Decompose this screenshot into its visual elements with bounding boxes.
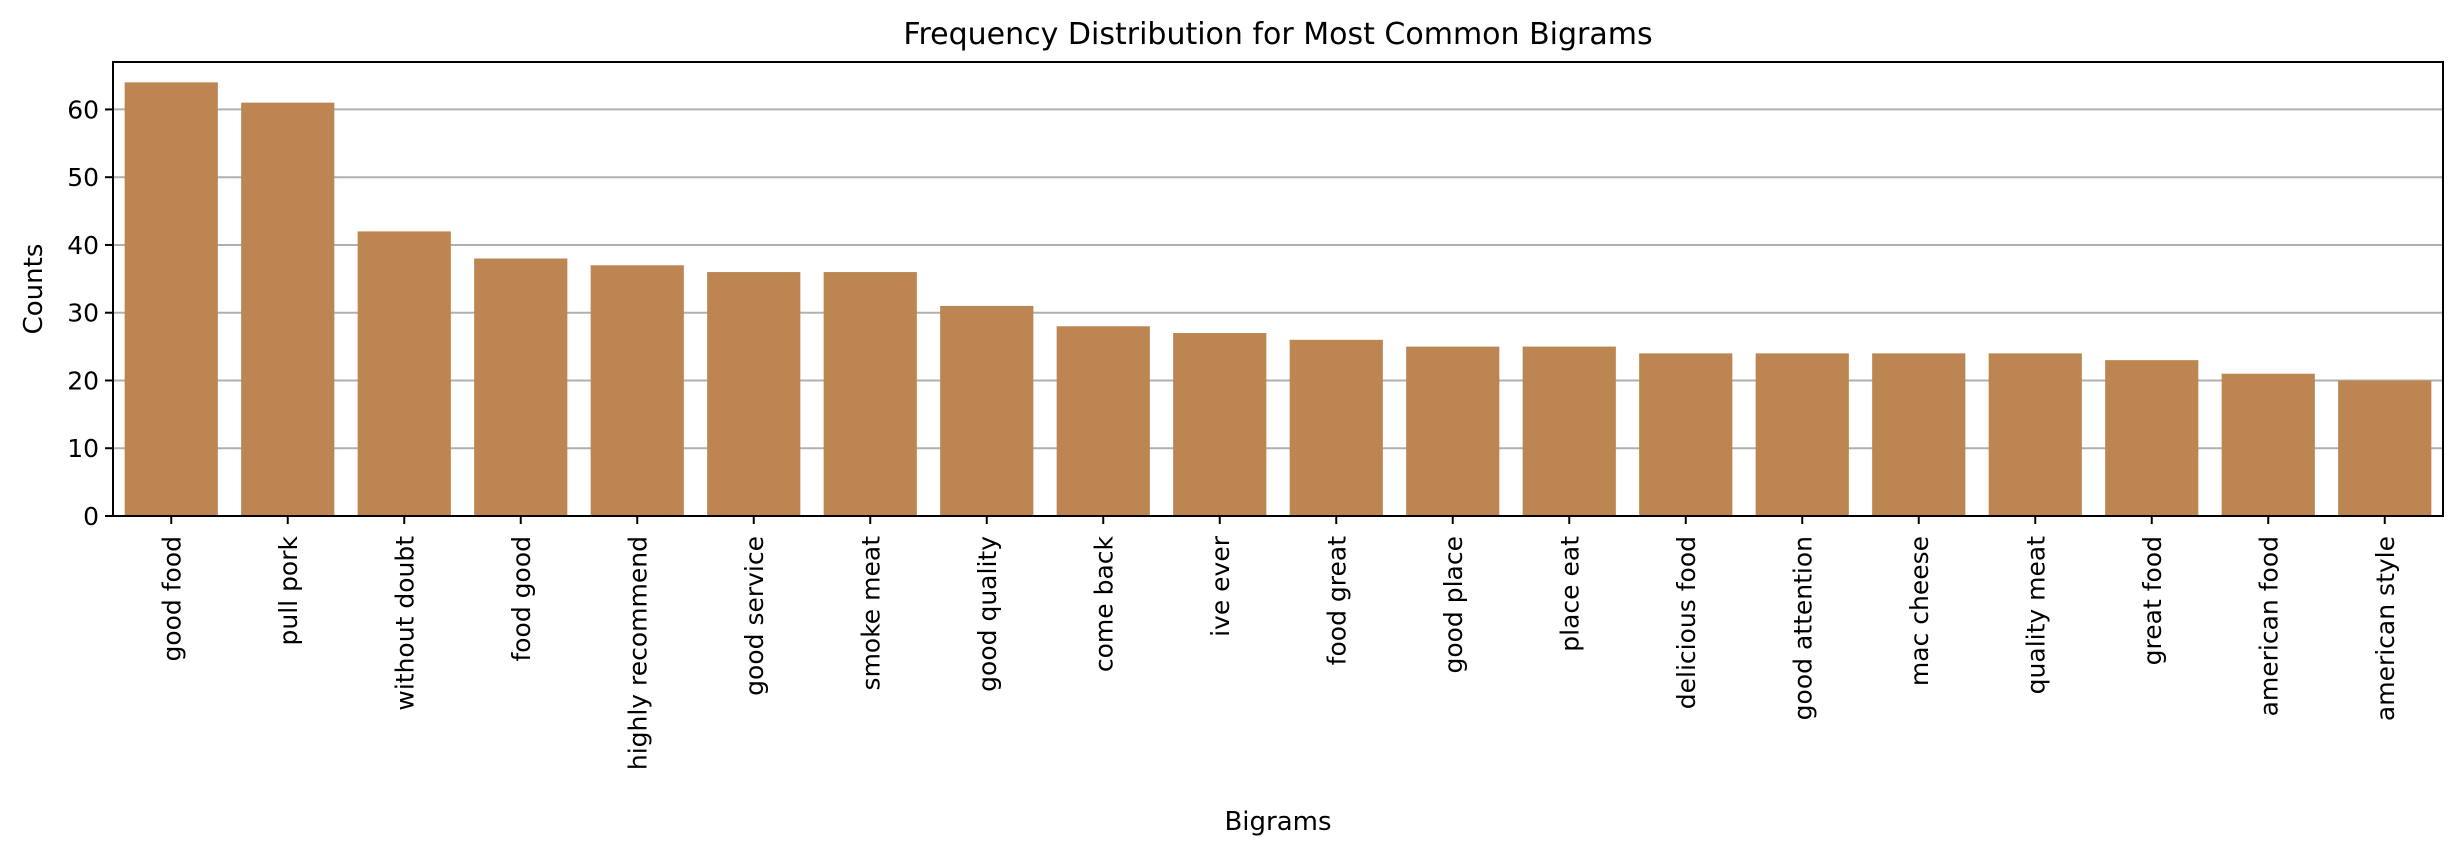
x-tick-label: highly recommend	[623, 536, 652, 770]
bar	[1173, 333, 1267, 516]
bar	[1289, 339, 1383, 516]
bar	[1522, 346, 1616, 516]
y-axis-ticks: 0 10 20 30 40 50 60	[67, 95, 113, 531]
bar	[474, 258, 568, 516]
y-tick-label: 20	[67, 366, 99, 395]
y-tick-label: 0	[83, 502, 99, 531]
bar	[1056, 326, 1150, 516]
y-tick-label: 10	[67, 434, 99, 463]
x-tick-label: quality meat	[2021, 536, 2050, 695]
x-axis-ticks: good food pull pork without doubt food good…	[157, 516, 2400, 770]
bar	[1988, 353, 2082, 516]
x-tick-label: good attention	[1788, 536, 1817, 720]
bar	[357, 231, 451, 516]
y-tick-label: 40	[67, 231, 99, 260]
x-tick-label: pull pork	[274, 535, 303, 645]
bar	[1639, 353, 1733, 516]
bar	[1872, 353, 1966, 516]
x-tick-label: food good	[507, 536, 536, 662]
x-tick-label: come back	[1089, 535, 1118, 672]
y-tick-label: 60	[67, 95, 99, 124]
x-tick-label: american food	[2254, 536, 2283, 716]
x-axis-label: Bigrams	[1224, 807, 1331, 837]
grid-lines	[113, 108, 2443, 517]
bars	[124, 82, 2432, 517]
x-tick-label: great food	[2138, 536, 2167, 665]
y-axis-label: Counts	[19, 244, 49, 335]
bar	[1406, 346, 1500, 516]
bar	[124, 82, 218, 516]
x-tick-label: ive ever	[1206, 535, 1235, 637]
bar	[2105, 360, 2199, 516]
bar	[1755, 353, 1849, 516]
x-tick-label: without doubt	[390, 536, 419, 711]
bar	[940, 305, 1034, 516]
bar	[2221, 373, 2315, 516]
x-tick-label: mac cheese	[1905, 536, 1934, 686]
bar	[241, 102, 335, 517]
x-tick-label: smoke meat	[856, 536, 885, 691]
x-tick-label: good quality	[973, 536, 1002, 692]
x-tick-label: delicious food	[1672, 536, 1701, 709]
chart-title: Frequency Distribution for Most Common B…	[903, 17, 1652, 52]
x-tick-label: american style	[2371, 536, 2400, 721]
bar	[590, 265, 684, 516]
x-tick-label: food great	[1322, 536, 1351, 666]
y-tick-label: 50	[67, 163, 99, 192]
x-tick-label: place eat	[1555, 536, 1584, 652]
x-tick-label: good food	[157, 536, 186, 662]
x-tick-label: good service	[740, 536, 769, 696]
plot-frame	[112, 61, 2444, 517]
y-tick-label: 30	[67, 299, 99, 328]
bar	[707, 272, 801, 516]
x-tick-label: good place	[1439, 536, 1468, 674]
bar	[2338, 380, 2432, 516]
bar	[823, 272, 917, 516]
